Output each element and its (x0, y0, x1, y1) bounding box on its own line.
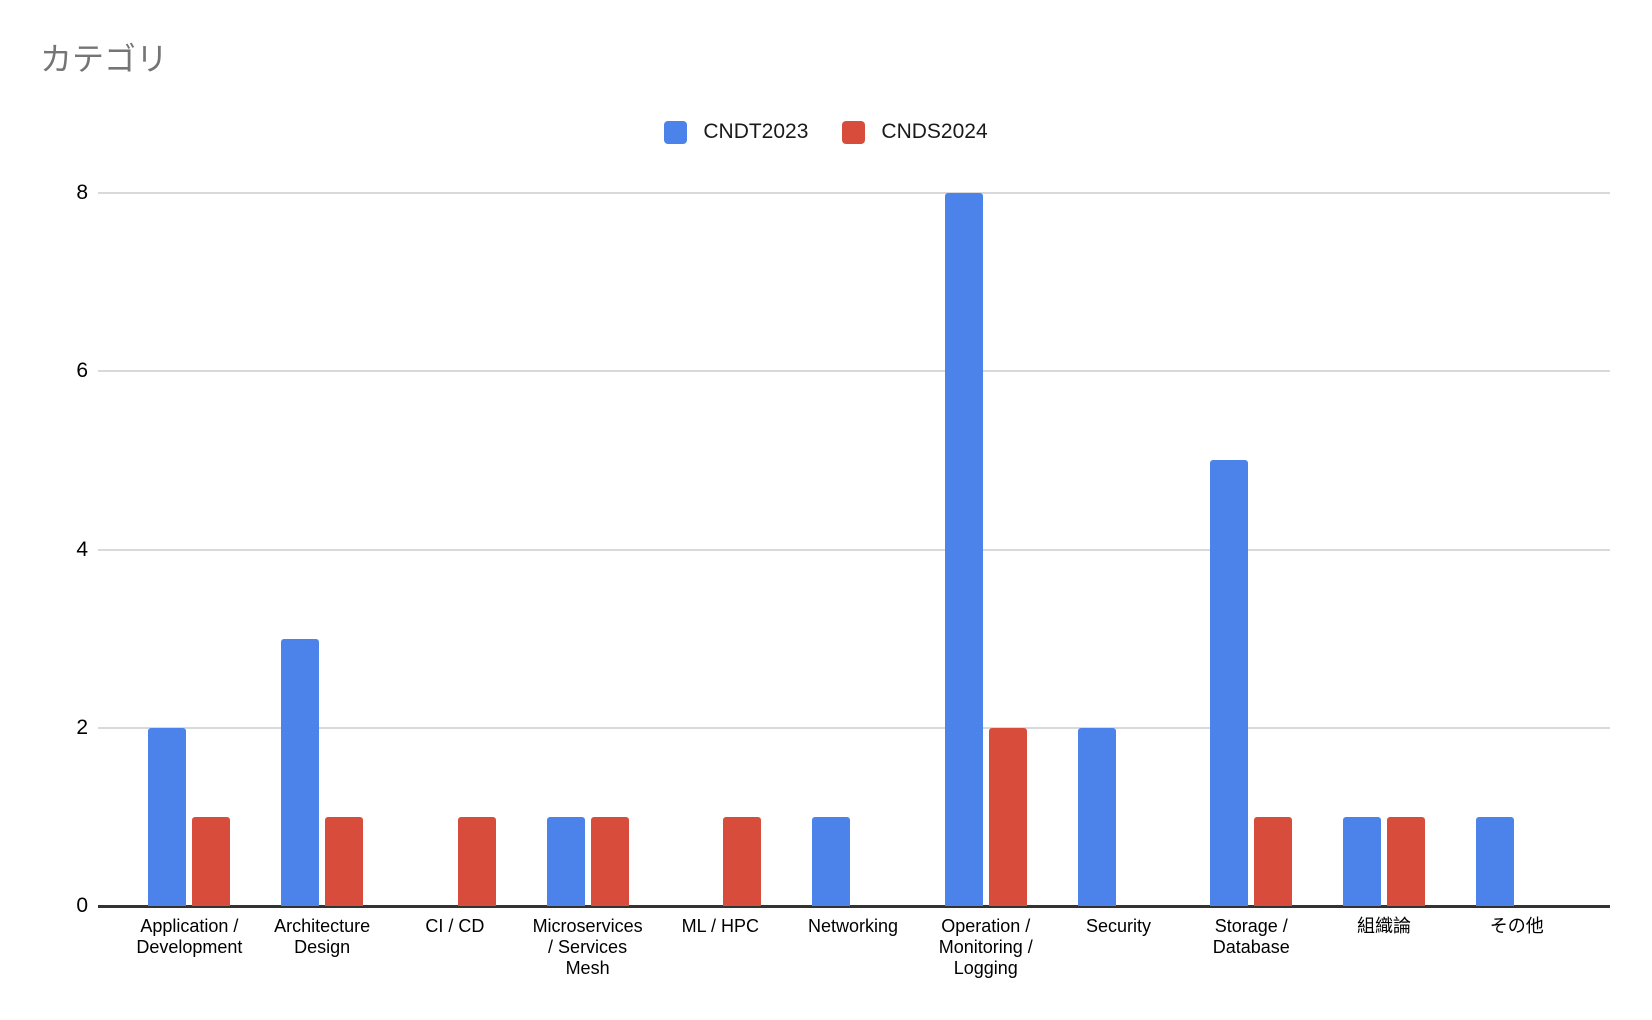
x-axis-category-label: Application / Development (136, 916, 243, 957)
gridline-y4 (98, 548, 1610, 551)
bar-CNDS2024[interactable] (457, 816, 496, 906)
y-axis-tick-label: 8 (76, 181, 88, 204)
bar-CNDS2024[interactable] (325, 816, 364, 906)
x-axis-category-label: ML / HPC (681, 916, 759, 936)
chart-legend: CNDT2023 CNDS2024 (0, 112, 1652, 152)
bar-CNDT2023[interactable] (546, 816, 585, 906)
legend-swatch-icon (664, 120, 688, 144)
legend-item-CNDS2024[interactable]: CNDS2024 (842, 120, 988, 144)
bar-CNDS2024[interactable] (1386, 816, 1425, 906)
x-axis-category-label: Storage / Database (1212, 916, 1290, 957)
y-axis-tick-label: 6 (76, 359, 88, 383)
bar-group (1318, 193, 1451, 906)
gridline-y8 (98, 192, 1610, 194)
bar-CNDS2024[interactable] (590, 816, 629, 906)
bar-CNDS2024[interactable] (723, 816, 762, 906)
bar-group (654, 193, 787, 906)
y-axis-tick-label: 0 (76, 894, 88, 917)
chart-title: カテゴリ (40, 41, 169, 77)
bar-CNDS2024[interactable] (192, 816, 231, 906)
x-axis-line (98, 905, 1610, 908)
x-axis-labels: Application / Development Architecture De… (123, 916, 1583, 979)
gridline-y2 (98, 726, 1610, 729)
bar-CNDT2023[interactable] (1077, 727, 1116, 906)
y-axis-tick-label: 2 (76, 715, 88, 739)
bar-CNDT2023[interactable] (812, 816, 851, 906)
bar-group (123, 193, 256, 906)
bar-group (1185, 193, 1318, 906)
x-axis-category-label: Architecture Design (274, 916, 371, 957)
bar-CNDT2023[interactable] (148, 727, 187, 906)
legend-swatch-icon (842, 120, 866, 144)
bar-CNDT2023[interactable] (944, 193, 983, 906)
bar-group (787, 193, 920, 906)
x-axis-category-label: Microservices / Services Mesh (532, 916, 643, 978)
gridline-y6 (98, 370, 1610, 373)
x-axis-category-label: その他 (1489, 916, 1544, 936)
legend-label: CNDS2024 (881, 120, 988, 143)
bar-group (1450, 193, 1583, 906)
bar-group (1052, 193, 1185, 906)
legend-label: CNDT2023 (703, 120, 809, 143)
bar-group (388, 193, 521, 906)
bars-area (123, 193, 1583, 906)
legend-item-CNDT2023[interactable]: CNDT2023 (664, 120, 808, 144)
bar-group (256, 193, 389, 906)
x-axis-category-label: Security (1085, 916, 1152, 936)
x-axis-category-label: Operation / Monitoring / Logging (938, 916, 1033, 978)
x-axis-category-label: 組織論 (1356, 916, 1411, 936)
bar-CNDT2023[interactable] (281, 638, 320, 906)
bar-CNDT2023[interactable] (1210, 460, 1249, 906)
bar-group (919, 193, 1052, 906)
x-axis-category-label: Networking (808, 916, 899, 936)
bar-CNDT2023[interactable] (1342, 816, 1381, 906)
plot-area (98, 192, 1610, 908)
y-axis-tick-label: 4 (76, 537, 88, 561)
bar-CNDS2024[interactable] (1254, 816, 1293, 906)
bar-CNDS2024[interactable] (988, 727, 1027, 906)
bar-group (521, 193, 654, 906)
x-axis-category-label: CI / CD (425, 916, 485, 936)
bar-CNDT2023[interactable] (1475, 816, 1514, 906)
